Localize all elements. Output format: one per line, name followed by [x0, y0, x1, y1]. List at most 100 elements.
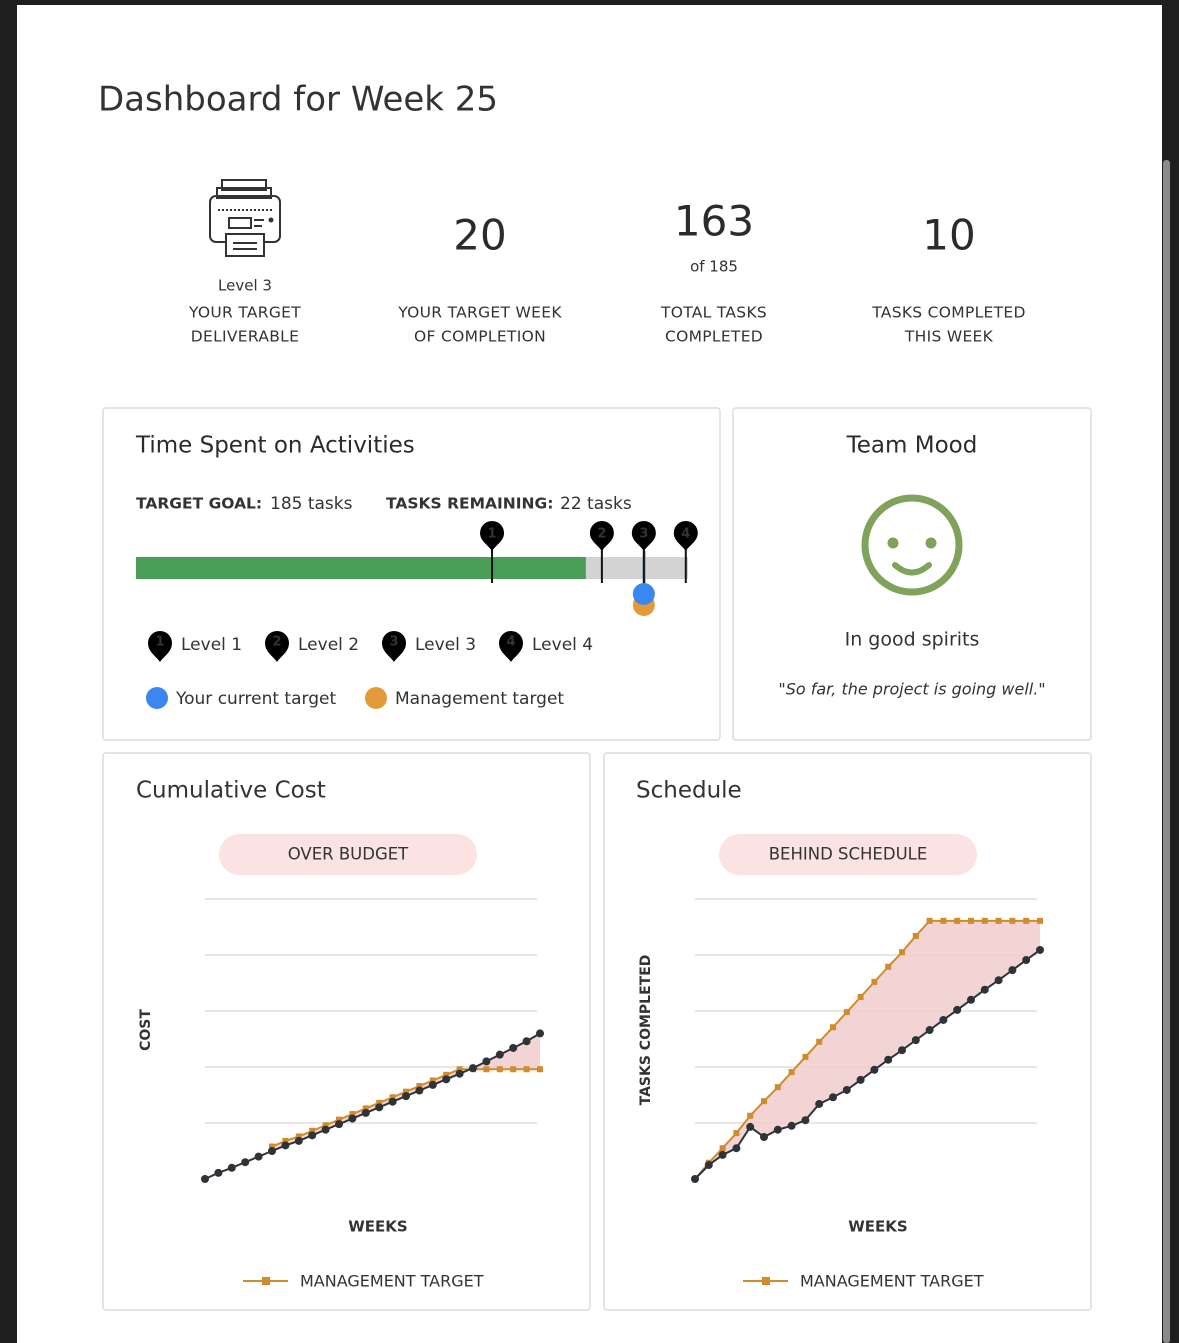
series-marker	[954, 917, 961, 924]
series-marker	[254, 1152, 263, 1161]
stat-value: 10	[922, 211, 975, 260]
mood-status: In good spirits	[845, 629, 980, 651]
series-marker	[788, 1069, 795, 1076]
x-axis-label: WEEKS	[348, 1218, 407, 1236]
series-marker	[774, 1084, 781, 1091]
remaining-text: 22 tasks	[560, 494, 632, 514]
series-marker	[747, 1112, 754, 1119]
series-marker	[361, 1108, 370, 1117]
series-marker	[830, 1024, 836, 1031]
series-marker	[322, 1122, 329, 1129]
series-marker	[402, 1092, 410, 1101]
status-badge	[719, 834, 977, 875]
level-pin-label: 3	[639, 527, 648, 542]
series-marker	[281, 1141, 290, 1150]
level-pin	[673, 521, 698, 551]
legend-label: MANAGEMENT TARGET	[800, 1272, 984, 1291]
y-axis-label: COST	[138, 1009, 154, 1051]
series-marker	[214, 1168, 223, 1177]
series-marker	[1022, 956, 1031, 965]
series-marker	[760, 1133, 768, 1141]
series-marker	[925, 1026, 934, 1035]
gap-area	[695, 920, 1040, 1179]
series-marker	[856, 1075, 865, 1084]
legend-marker	[762, 1277, 770, 1285]
series-marker	[953, 1005, 962, 1014]
stat-caption: Level 3	[218, 277, 272, 295]
series-marker	[801, 1116, 810, 1125]
legend-label: Management target	[395, 689, 564, 709]
series-marker	[842, 1085, 851, 1094]
series-marker	[940, 917, 947, 924]
series-marker	[321, 1125, 330, 1134]
legend-dot	[365, 687, 387, 709]
series-marker	[349, 1111, 356, 1118]
series-marker	[268, 1147, 276, 1155]
series-marker	[719, 1145, 726, 1152]
current-target	[632, 583, 655, 605]
legend-label: Your current target	[175, 689, 336, 709]
series-marker	[348, 1114, 357, 1123]
legend-pin-label: 3	[389, 635, 398, 650]
series-marker	[746, 1122, 755, 1131]
series-marker	[456, 1066, 463, 1073]
legend-pin-label: 4	[506, 635, 515, 650]
series-marker	[269, 1143, 275, 1150]
mood-quote: "So far, the project is going well."	[778, 680, 1045, 699]
series-marker	[295, 1133, 302, 1140]
series-marker	[308, 1131, 317, 1140]
goal-text: 185 tasks	[270, 494, 353, 514]
stat-label: TASKS COMPLETED	[871, 304, 1026, 322]
series-marker	[732, 1144, 741, 1153]
series-marker	[926, 917, 933, 924]
level-pin-label: 2	[597, 527, 606, 542]
level-pin	[480, 521, 505, 551]
goal-label: TARGET GOAL:	[136, 495, 262, 513]
series-marker	[968, 917, 974, 924]
series-marker	[335, 1120, 343, 1129]
series-marker	[1037, 917, 1043, 924]
series-marker	[443, 1071, 450, 1078]
stat-value: 20	[453, 211, 506, 260]
series-marker	[718, 1150, 727, 1159]
series-marker	[994, 976, 1003, 985]
series-marker	[201, 1175, 209, 1183]
deliverable-icon	[209, 179, 281, 257]
series-marker	[761, 1098, 767, 1105]
series-marker	[885, 963, 892, 970]
stat-value: 163	[674, 197, 754, 246]
level-pin	[631, 521, 656, 551]
series-marker	[241, 1158, 250, 1167]
mood-mouth	[892, 562, 932, 576]
series-marker	[403, 1088, 409, 1095]
legend-label: MANAGEMENT TARGET	[300, 1272, 484, 1291]
series-marker	[482, 1057, 491, 1066]
scrollbar[interactable]	[1163, 160, 1170, 1343]
series-marker	[1023, 917, 1030, 924]
series-marker	[522, 1037, 531, 1046]
series-marker	[815, 1099, 824, 1108]
mood-eye	[925, 537, 937, 549]
stat-label: YOUR TARGET WEEK	[397, 304, 562, 322]
series-marker	[336, 1116, 342, 1123]
x-axis-label: WEEKS	[848, 1218, 907, 1236]
series-marker	[510, 1066, 517, 1073]
series-marker	[1008, 966, 1017, 975]
series-marker	[980, 985, 989, 994]
series-marker	[911, 1036, 920, 1045]
series-marker	[802, 1053, 809, 1060]
level-pin-label: 1	[488, 527, 497, 542]
stat-label: DELIVERABLE	[191, 328, 299, 346]
series-marker	[227, 1163, 236, 1172]
series-marker	[691, 1175, 699, 1183]
series-marker	[884, 1055, 893, 1064]
series-marker	[469, 1064, 477, 1073]
series-marker	[415, 1086, 424, 1095]
series-marker	[787, 1121, 796, 1130]
series-marker	[416, 1083, 423, 1090]
series-marker	[362, 1105, 369, 1112]
series-marker	[704, 1161, 713, 1169]
legend-label: Level 3	[415, 635, 476, 655]
card-title: Schedule	[636, 778, 742, 804]
series-marker	[309, 1127, 316, 1134]
